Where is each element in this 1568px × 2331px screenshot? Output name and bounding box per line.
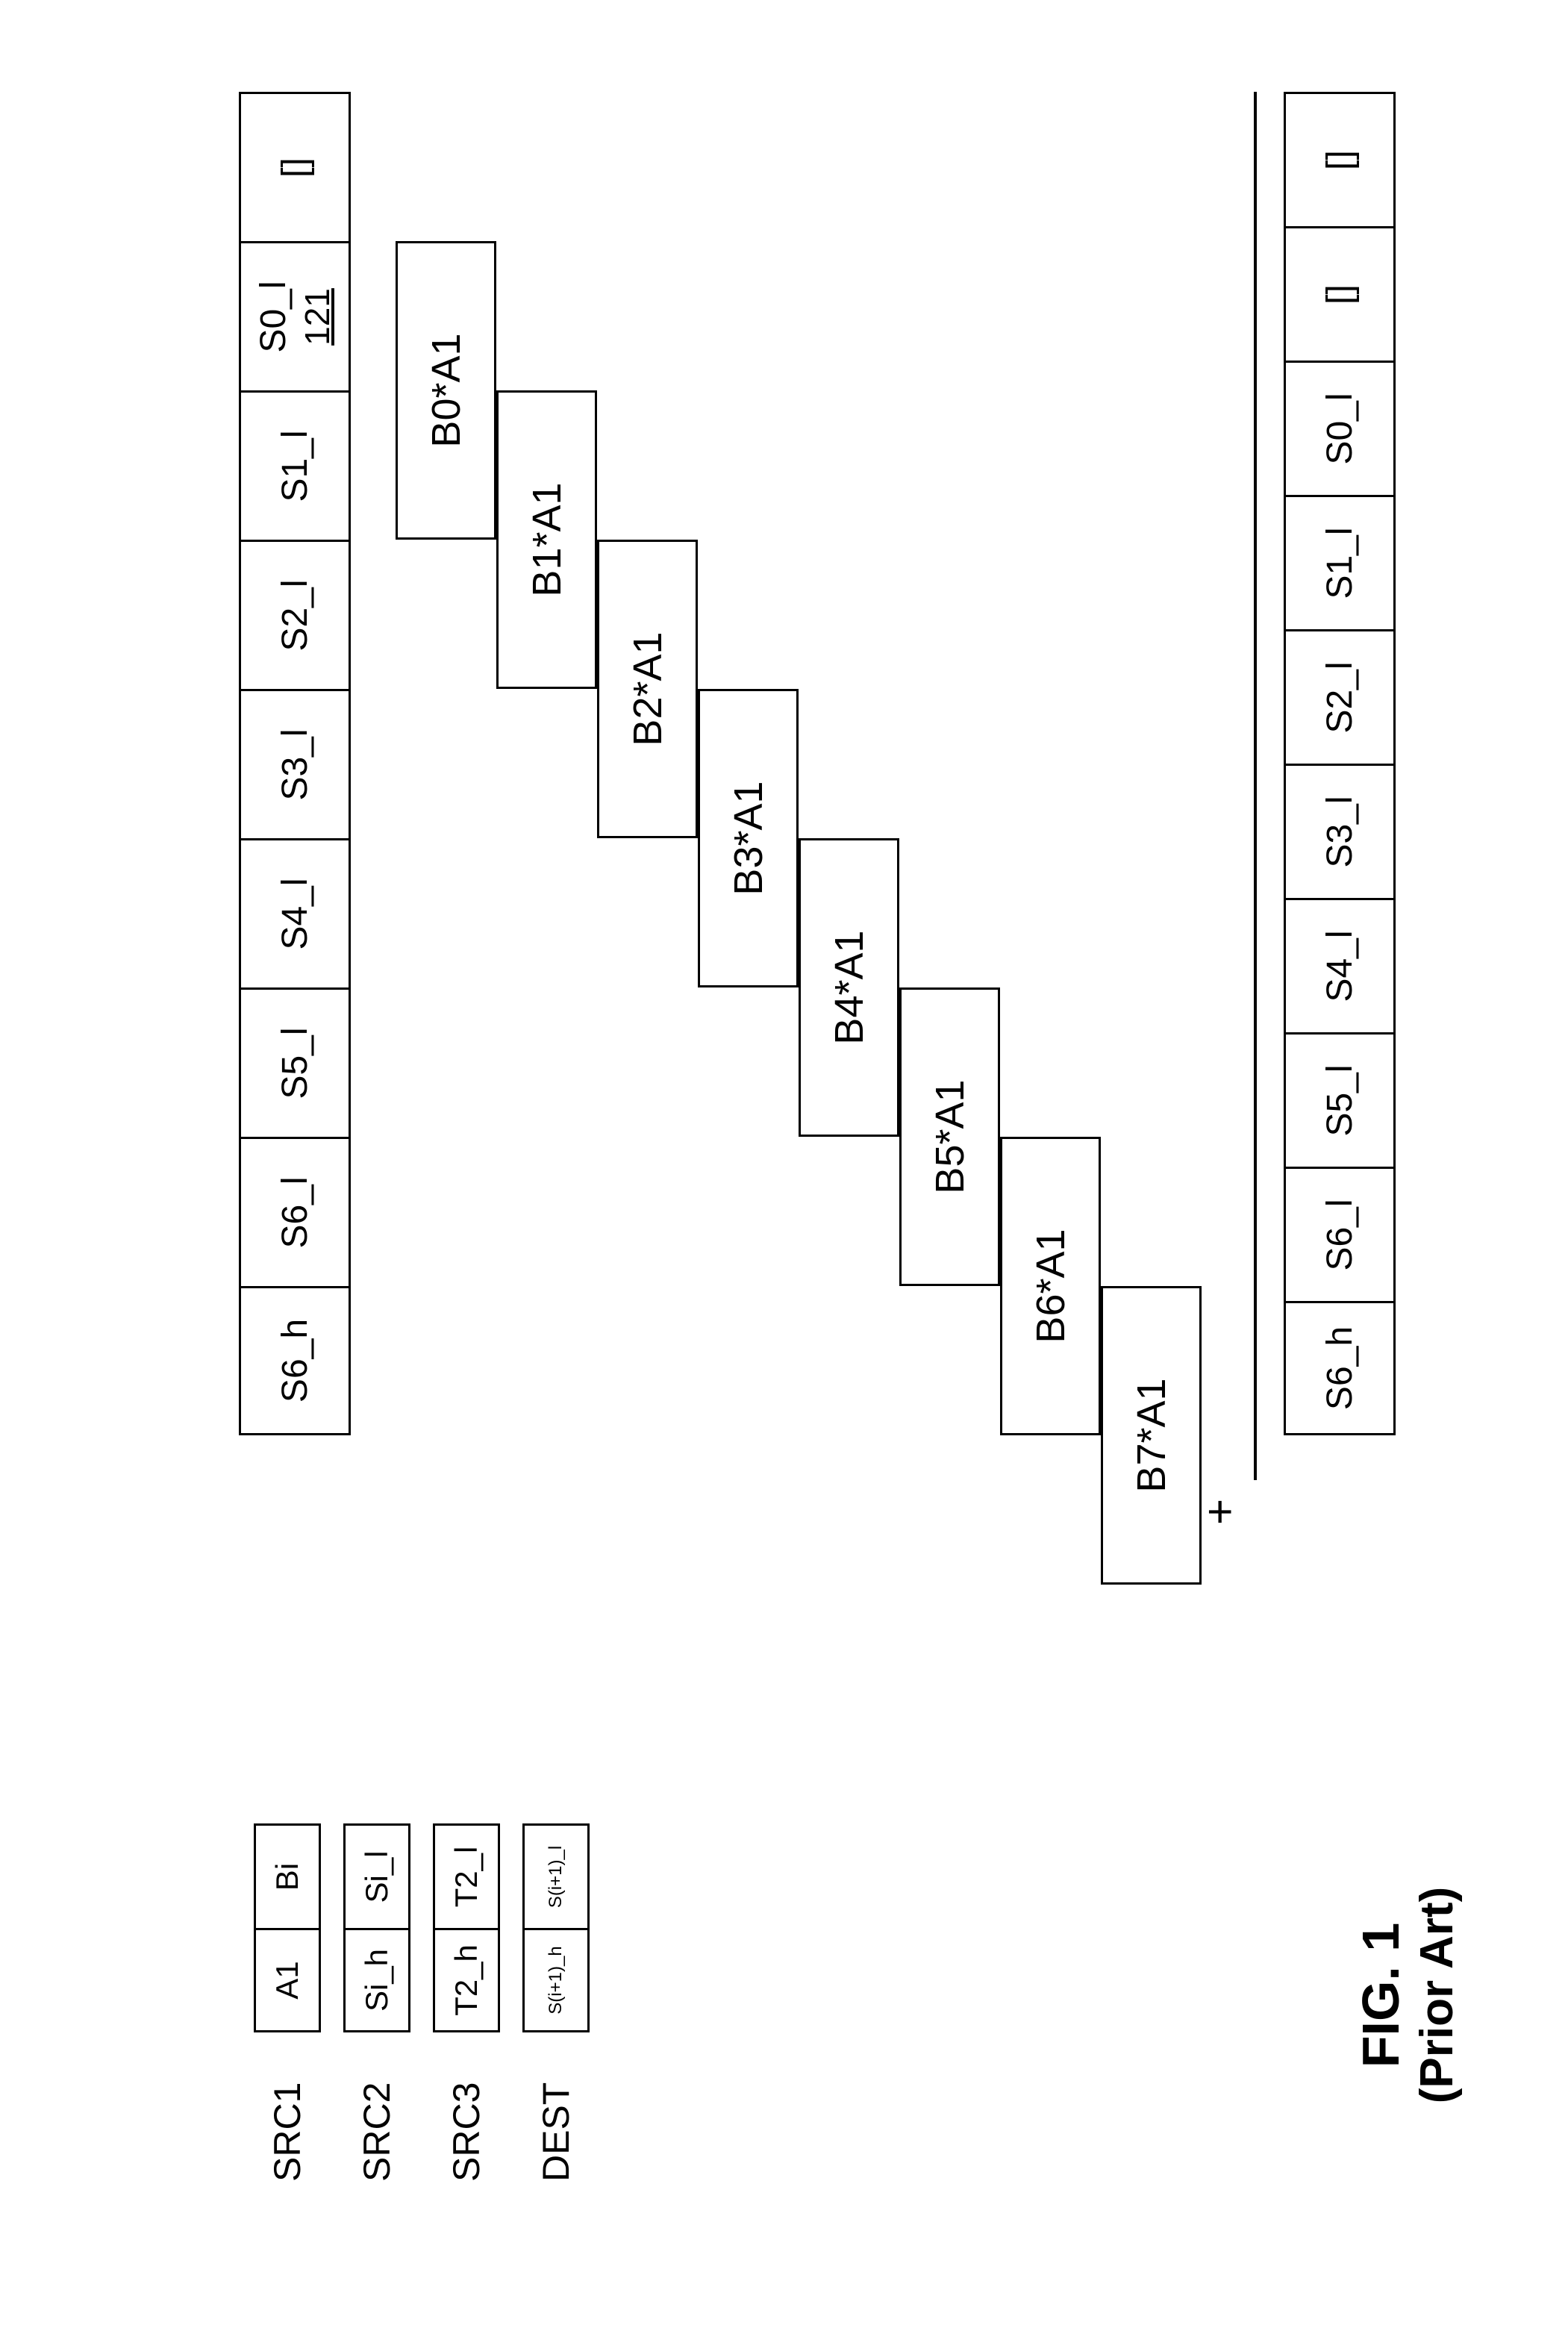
diagram-inner: SRC1A1BiSRC2Si_hSi_lSRC3T2_hT2_lDESTS(i+… <box>0 0 1568 2331</box>
top-strip-cell: S4_l <box>239 838 351 987</box>
bottom-strip-cell: S4_l <box>1284 898 1396 1032</box>
cell-text: S5_l <box>275 1027 316 1099</box>
product-box: B0*A1 <box>396 241 496 540</box>
register-table: SRC1A1BiSRC2Si_hSi_lSRC3T2_hT2_lDESTS(i+… <box>254 1823 612 2182</box>
register-cells: Si_hSi_l <box>343 1823 410 2032</box>
bottom-strip-cell: S3_l <box>1284 764 1396 898</box>
product-box: B6*A1 <box>1000 1137 1101 1435</box>
top-strip-cell: S2_l <box>239 540 351 689</box>
register-row: SRC2Si_hSi_l <box>343 1823 410 2182</box>
cell-text: S0_l <box>253 281 294 352</box>
cell-text: S1_l <box>275 430 316 502</box>
bottom-strip-cell: [] <box>1284 226 1396 361</box>
register-cell: Si_h <box>343 1928 410 2032</box>
bottom-strip-cell: S6_h <box>1284 1301 1396 1435</box>
top-strip-cell: S5_l <box>239 987 351 1137</box>
product-box: B5*A1 <box>899 987 1000 1286</box>
top-strip-cell: S6_h <box>239 1286 351 1435</box>
register-cell: Bi <box>254 1823 321 1928</box>
register-row: SRC3T2_hT2_l <box>433 1823 500 2182</box>
cell-text: S4_l <box>275 878 316 949</box>
sum-line <box>1254 92 1257 1480</box>
bottom-strip-cell: S5_l <box>1284 1032 1396 1167</box>
top-strip-cell: S0_l121 <box>239 241 351 390</box>
bottom-strip-cell: S6_l <box>1284 1167 1396 1301</box>
product-box: B1*A1 <box>496 390 597 689</box>
cell-text: S6_h <box>275 1319 316 1402</box>
figure-label: FIG. 1 (Prior Art) <box>1351 1846 1464 2144</box>
register-cell: A1 <box>254 1928 321 2032</box>
plus-sign: + <box>1194 1499 1246 1525</box>
product-box: B4*A1 <box>799 838 899 1137</box>
top-strip-cell: S3_l <box>239 689 351 838</box>
register-cells: S(i+1)_hS(i+1)_l <box>522 1823 590 2032</box>
register-cells: A1Bi <box>254 1823 321 2032</box>
register-cell: T2_h <box>433 1928 500 2032</box>
register-label: SRC2 <box>355 2032 399 2182</box>
page: SRC1A1BiSRC2Si_hSi_lSRC3T2_hT2_lDESTS(i+… <box>0 0 1568 2331</box>
top-register-strip: S6_h S6_l S5_l S4_l S3_l S2_l S1_l S0_l121 [] <box>239 92 351 1435</box>
bottom-strip-cell: S1_l <box>1284 495 1396 629</box>
top-strip-cell: S6_l <box>239 1137 351 1286</box>
figure-title: FIG. 1 <box>1352 1923 1410 2068</box>
register-cell: S(i+1)_h <box>522 1928 590 2032</box>
cell-subtext: 121 <box>297 288 337 346</box>
bottom-strip-cell: [] <box>1284 92 1396 226</box>
cell-text: S2_l <box>275 579 316 651</box>
top-strip-cell: S1_l <box>239 390 351 540</box>
register-label: DEST <box>534 2032 578 2182</box>
register-cell: T2_l <box>433 1823 500 1928</box>
register-cells: T2_hT2_l <box>433 1823 500 2032</box>
product-box: B3*A1 <box>698 689 799 987</box>
cell-text: [] <box>275 157 316 178</box>
register-label: SRC1 <box>266 2032 309 2182</box>
rotated-canvas: SRC1A1BiSRC2Si_hSi_lSRC3T2_hT2_lDESTS(i+… <box>0 0 1568 2331</box>
register-row: SRC1A1Bi <box>254 1823 321 2182</box>
bottom-register-strip: S6_hS6_lS5_lS4_lS3_lS2_lS1_lS0_l[][] <box>1284 92 1396 1435</box>
product-box: B7*A1 <box>1101 1286 1202 1585</box>
register-cell: S(i+1)_l <box>522 1823 590 1928</box>
bottom-strip-cell: S0_l <box>1284 361 1396 495</box>
product-box: B2*A1 <box>597 540 698 838</box>
top-strip-cell: [] <box>239 92 351 241</box>
figure-subtitle: (Prior Art) <box>1411 1846 1464 2144</box>
cell-text: S6_l <box>275 1176 316 1248</box>
register-cell: Si_l <box>343 1823 410 1928</box>
register-label: SRC3 <box>445 2032 488 2182</box>
register-row: DESTS(i+1)_hS(i+1)_l <box>522 1823 590 2182</box>
bottom-strip-cell: S2_l <box>1284 629 1396 764</box>
cell-text: S3_l <box>275 728 316 800</box>
